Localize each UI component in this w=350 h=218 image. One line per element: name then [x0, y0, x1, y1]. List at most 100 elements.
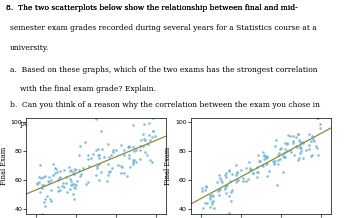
Point	[74, 180, 79, 183]
Point	[276, 151, 281, 154]
Point	[204, 184, 209, 187]
Point	[95, 153, 100, 156]
Point	[147, 158, 153, 162]
Point	[288, 150, 294, 154]
Point	[233, 180, 239, 184]
Text: semester exam grades recorded during several years for a Statistics course at a: semester exam grades recorded during sev…	[10, 24, 316, 32]
Point	[69, 183, 74, 187]
Point	[315, 116, 320, 119]
Point	[40, 212, 45, 215]
Point	[126, 154, 132, 157]
Point	[209, 194, 215, 197]
Point	[264, 174, 270, 177]
Point	[263, 154, 268, 158]
Point	[48, 179, 54, 182]
Point	[314, 146, 320, 149]
Point	[72, 168, 78, 172]
Point	[34, 181, 40, 185]
Point	[131, 146, 136, 149]
Point	[209, 202, 215, 206]
Point	[290, 140, 296, 143]
Point	[317, 122, 322, 126]
Point	[70, 192, 76, 196]
Point	[234, 172, 240, 175]
Point	[297, 144, 303, 147]
Point	[208, 195, 213, 198]
Point	[68, 169, 73, 172]
Point	[60, 181, 66, 185]
Point	[56, 189, 61, 192]
Point	[77, 174, 83, 178]
Point	[42, 174, 48, 177]
Point	[152, 135, 158, 138]
Point	[61, 169, 66, 172]
Point	[281, 155, 286, 158]
Point	[288, 148, 293, 151]
Point	[34, 182, 40, 185]
Point	[234, 179, 239, 182]
Point	[217, 177, 223, 180]
Point	[233, 174, 239, 177]
Point	[149, 135, 155, 139]
Point	[216, 189, 222, 192]
Point	[255, 153, 261, 157]
Point	[274, 139, 279, 142]
Point	[37, 190, 43, 194]
Point	[284, 149, 290, 153]
Point	[64, 182, 69, 185]
Point	[281, 154, 286, 158]
Point	[254, 170, 259, 174]
Point	[226, 168, 232, 172]
Text: a.  Based on these graphs, which of the two exams has the strongest correlation: a. Based on these graphs, which of the t…	[10, 66, 318, 74]
Point	[297, 146, 303, 150]
Point	[207, 193, 213, 196]
Point	[245, 177, 251, 181]
Point	[230, 188, 235, 192]
Text: 8.  The two scatterplots below show the relationship between final and mid-: 8. The two scatterplots below show the r…	[6, 3, 298, 12]
Point	[70, 182, 75, 186]
Point	[64, 190, 70, 193]
Point	[277, 147, 282, 150]
Point	[67, 178, 73, 181]
Point	[61, 185, 66, 189]
Point	[52, 167, 58, 170]
Point	[210, 201, 215, 204]
Point	[299, 140, 304, 143]
Point	[133, 160, 139, 164]
Point	[287, 134, 293, 138]
Point	[137, 144, 142, 148]
Point	[53, 167, 58, 170]
Point	[223, 186, 228, 189]
Point	[306, 143, 312, 147]
Point	[261, 153, 267, 157]
Point	[93, 149, 99, 152]
Point	[137, 148, 142, 152]
Point	[57, 188, 63, 192]
Point	[254, 175, 260, 179]
Point	[248, 168, 253, 171]
Point	[105, 179, 110, 182]
Point	[150, 129, 156, 132]
Point	[45, 179, 51, 182]
Text: 8.  The two scatterplots below show the relationship between final and mid-: 8. The two scatterplots below show the r…	[6, 3, 298, 12]
Point	[118, 164, 124, 168]
Y-axis label: Final Exam: Final Exam	[164, 146, 172, 185]
Point	[56, 176, 62, 180]
Point	[202, 201, 208, 205]
Point	[293, 144, 299, 147]
Point	[141, 145, 146, 148]
Point	[39, 187, 44, 190]
Point	[106, 142, 111, 146]
Point	[86, 164, 92, 167]
Point	[216, 193, 222, 196]
Point	[50, 162, 56, 166]
Point	[88, 156, 94, 160]
Point	[264, 156, 269, 159]
Y-axis label: Final Exam: Final Exam	[0, 146, 8, 185]
Point	[223, 184, 229, 187]
Point	[48, 188, 54, 191]
Point	[295, 133, 301, 136]
Point	[63, 175, 69, 179]
Point	[110, 148, 116, 152]
Point	[71, 182, 77, 186]
